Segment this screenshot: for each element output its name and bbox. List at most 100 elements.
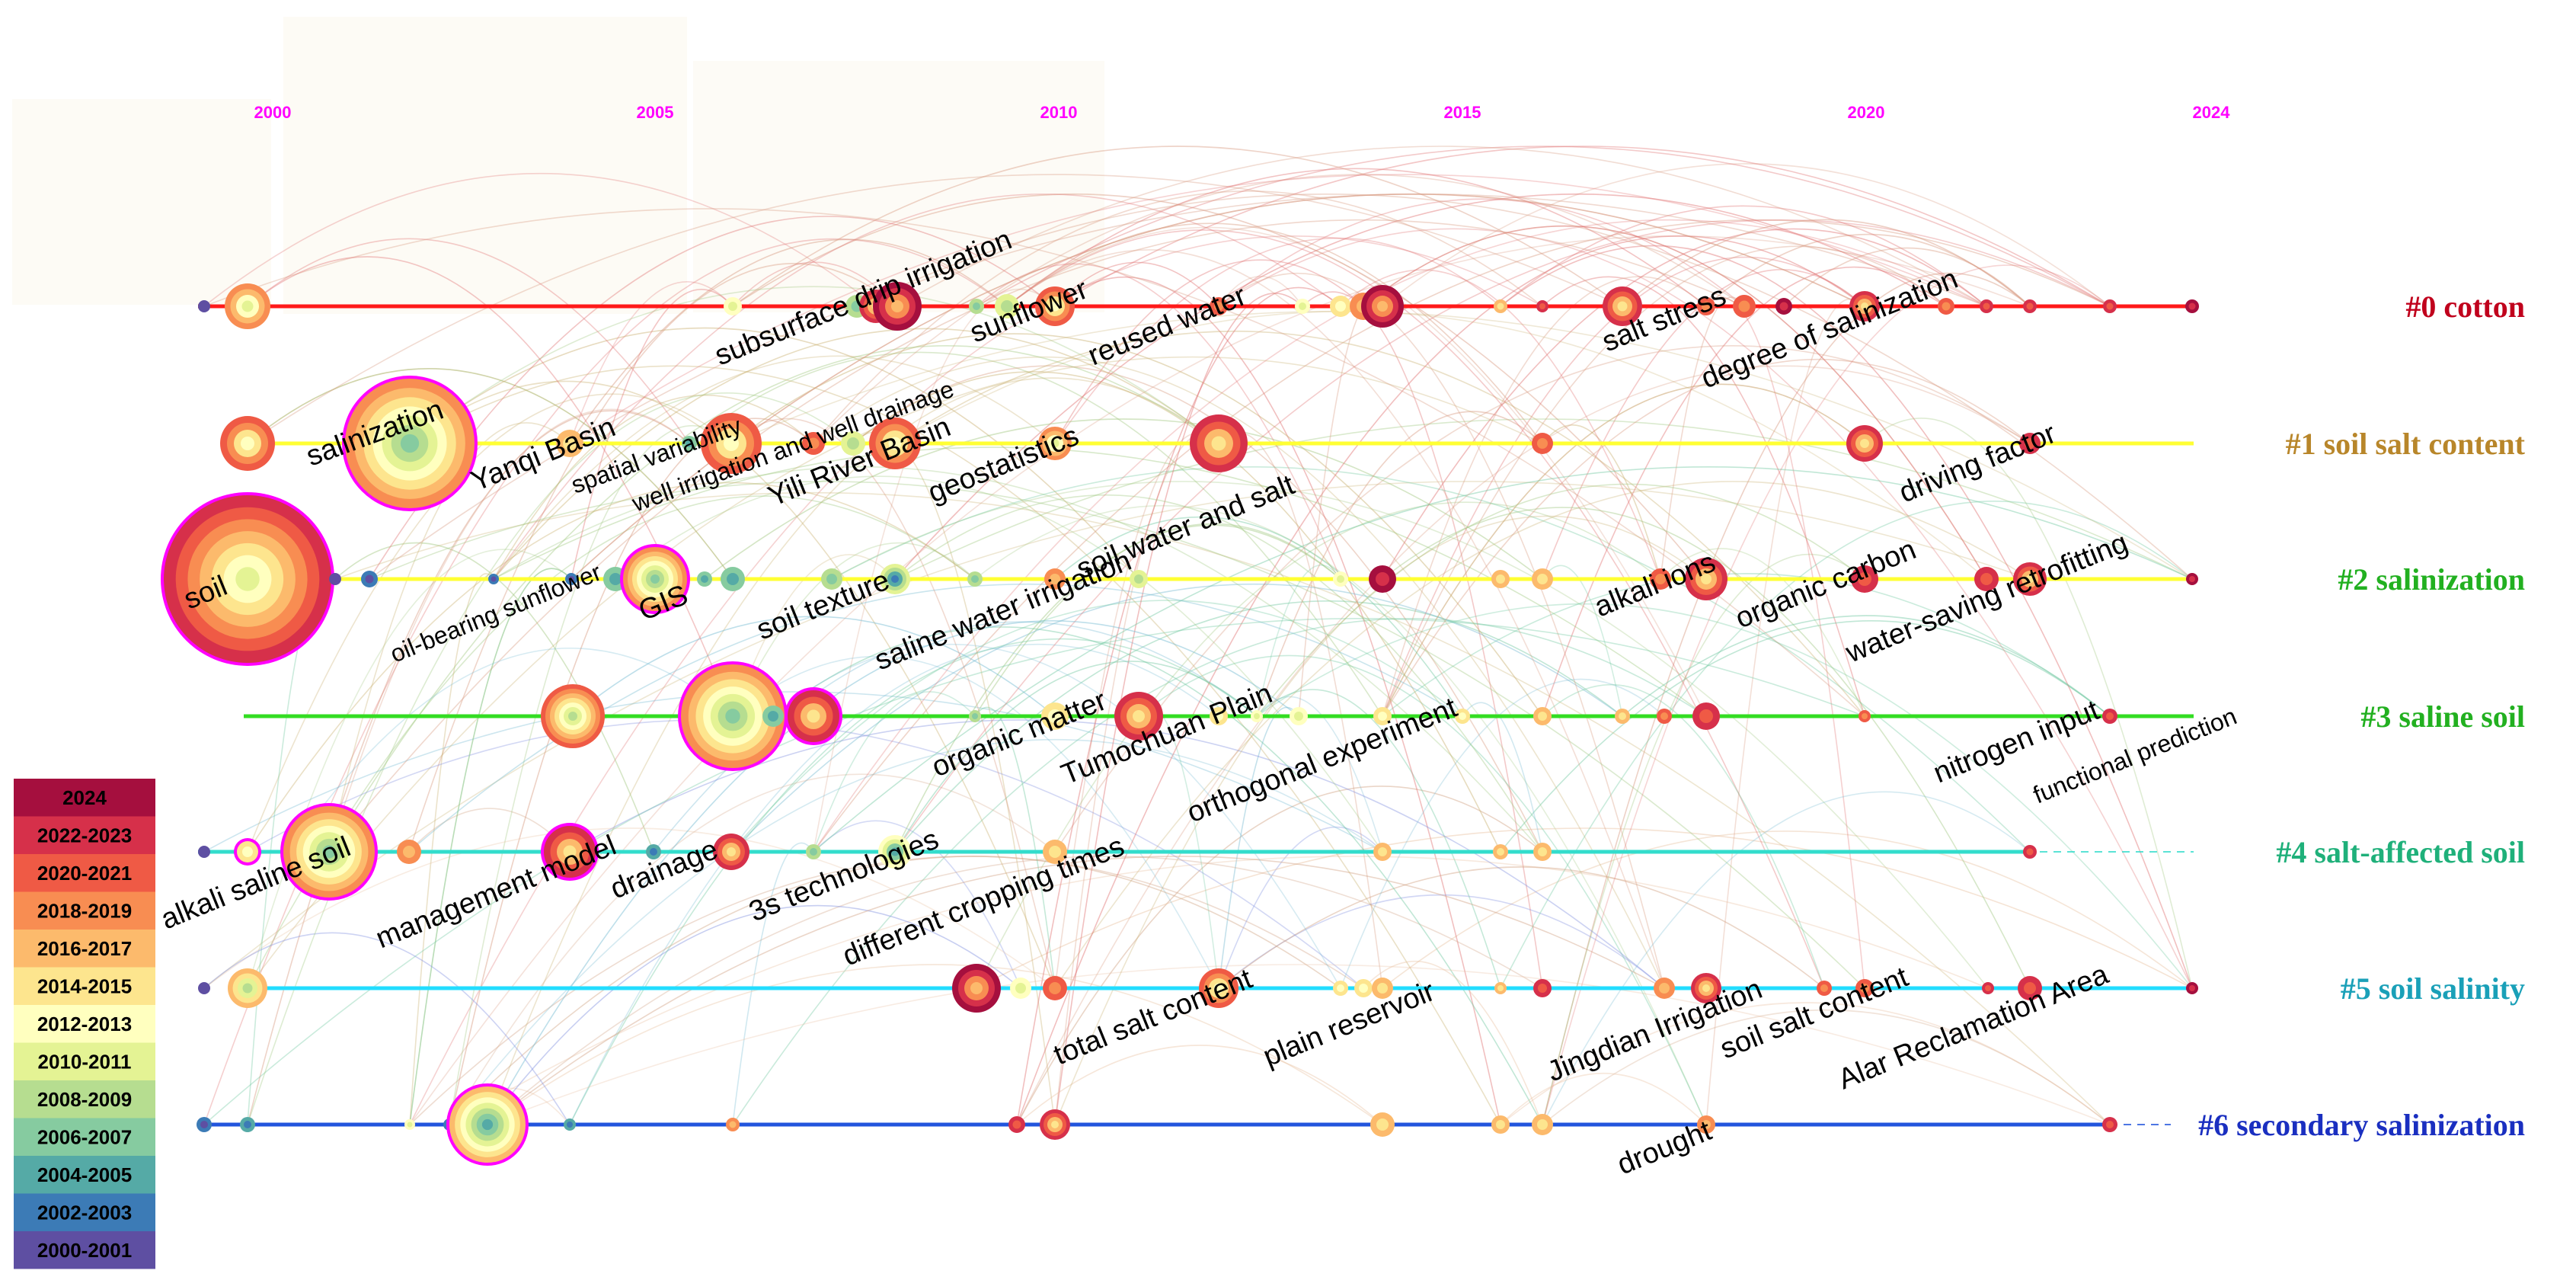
keyword-node[interactable]: [565, 573, 577, 585]
keyword-node[interactable]: [1615, 709, 1630, 724]
keyword-node[interactable]: [1938, 298, 1954, 315]
keyword-node[interactable]: [620, 544, 690, 614]
keyword-node[interactable]: [1040, 1109, 1070, 1140]
keyword-node[interactable]: [1210, 297, 1228, 315]
keyword-node[interactable]: [1855, 979, 1874, 997]
keyword-node[interactable]: [1533, 707, 1552, 725]
keyword-node[interactable]: [1685, 558, 1727, 600]
keyword-node[interactable]: [1043, 976, 1067, 1000]
keyword-node[interactable]: [969, 299, 984, 314]
keyword-node[interactable]: [361, 571, 378, 587]
keyword-node[interactable]: [1190, 414, 1248, 472]
keyword-node[interactable]: [1361, 285, 1404, 328]
keyword-node[interactable]: [198, 982, 210, 994]
keyword-node[interactable]: [806, 844, 821, 859]
keyword-node[interactable]: [1043, 840, 1067, 864]
keyword-node[interactable]: [1494, 299, 1507, 313]
keyword-node[interactable]: [161, 492, 334, 666]
keyword-node[interactable]: [878, 835, 912, 869]
keyword-node[interactable]: [1849, 291, 1880, 322]
keyword-node[interactable]: [1010, 978, 1031, 999]
keyword-node[interactable]: [724, 297, 742, 315]
keyword-node[interactable]: [2023, 845, 2037, 859]
keyword-node[interactable]: [785, 687, 842, 745]
keyword-node[interactable]: [1982, 982, 1994, 994]
keyword-node[interactable]: [1008, 1116, 1025, 1133]
keyword-node[interactable]: [1295, 299, 1310, 314]
keyword-node[interactable]: [697, 571, 712, 587]
keyword-node[interactable]: [234, 838, 261, 866]
keyword-node[interactable]: [1657, 709, 1672, 724]
keyword-node[interactable]: [713, 834, 749, 870]
keyword-node[interactable]: [329, 573, 341, 585]
keyword-node[interactable]: [1536, 300, 1548, 312]
keyword-node[interactable]: [995, 294, 1019, 318]
keyword-node[interactable]: [1851, 565, 1878, 593]
keyword-node[interactable]: [1035, 286, 1075, 326]
keyword-node[interactable]: [397, 840, 421, 864]
keyword-node[interactable]: [280, 803, 378, 901]
keyword-node[interactable]: [1817, 981, 1832, 996]
keyword-node[interactable]: [869, 418, 921, 469]
keyword-node[interactable]: [1199, 968, 1238, 1008]
keyword-node[interactable]: [1775, 298, 1792, 315]
keyword-node[interactable]: [2185, 299, 2199, 313]
keyword-node[interactable]: [1846, 425, 1883, 462]
keyword-node[interactable]: [1373, 707, 1392, 725]
keyword-node[interactable]: [1697, 297, 1715, 315]
keyword-node[interactable]: [873, 282, 922, 331]
keyword-node[interactable]: [2103, 299, 2117, 313]
keyword-node[interactable]: [762, 706, 784, 727]
keyword-node[interactable]: [541, 684, 605, 748]
keyword-node[interactable]: [841, 431, 865, 456]
keyword-node[interactable]: [1130, 570, 1148, 588]
keyword-node[interactable]: [228, 968, 267, 1008]
keyword-node[interactable]: [1733, 295, 1756, 318]
keyword-node[interactable]: [2186, 982, 2198, 994]
keyword-node[interactable]: [1691, 973, 1721, 1003]
keyword-node[interactable]: [1532, 1114, 1553, 1135]
keyword-node[interactable]: [2186, 573, 2198, 585]
keyword-node[interactable]: [726, 1118, 740, 1131]
keyword-node[interactable]: [1654, 978, 1675, 999]
keyword-node[interactable]: [198, 846, 210, 858]
keyword-node[interactable]: [2023, 299, 2037, 313]
keyword-node[interactable]: [1044, 568, 1066, 590]
keyword-node[interactable]: [1533, 979, 1552, 997]
keyword-node[interactable]: [2013, 562, 2047, 596]
keyword-node[interactable]: [967, 571, 983, 587]
keyword-node[interactable]: [646, 844, 661, 859]
keyword-node[interactable]: [1532, 433, 1553, 454]
keyword-node[interactable]: [969, 710, 981, 722]
keyword-node[interactable]: [2102, 1117, 2117, 1132]
keyword-node[interactable]: [1210, 707, 1228, 725]
keyword-node[interactable]: [721, 567, 745, 591]
keyword-node[interactable]: [564, 1118, 576, 1131]
keyword-node[interactable]: [541, 823, 599, 881]
keyword-node[interactable]: [682, 436, 697, 451]
keyword-node[interactable]: [1974, 567, 1999, 591]
keyword-node[interactable]: [1333, 571, 1348, 587]
keyword-node[interactable]: [1533, 843, 1552, 861]
keyword-node[interactable]: [952, 964, 1001, 1013]
keyword-node[interactable]: [880, 564, 910, 594]
keyword-node[interactable]: [821, 568, 842, 590]
keyword-node[interactable]: [220, 416, 275, 471]
keyword-node[interactable]: [1858, 710, 1871, 722]
keyword-node[interactable]: [198, 300, 210, 312]
keyword-node[interactable]: [1354, 979, 1373, 997]
keyword-node[interactable]: [1251, 710, 1263, 722]
keyword-node[interactable]: [1114, 692, 1163, 741]
keyword-node[interactable]: [404, 1119, 415, 1130]
keyword-node[interactable]: [1370, 1112, 1395, 1137]
keyword-node[interactable]: [1041, 702, 1069, 730]
keyword-node[interactable]: [2018, 976, 2042, 1000]
keyword-node[interactable]: [240, 1117, 255, 1132]
keyword-node[interactable]: [1532, 568, 1553, 590]
keyword-node[interactable]: [556, 430, 583, 457]
keyword-node[interactable]: [1494, 982, 1507, 994]
keyword-node[interactable]: [488, 574, 499, 584]
keyword-node[interactable]: [1692, 702, 1720, 730]
keyword-node[interactable]: [1373, 843, 1392, 861]
keyword-node[interactable]: [197, 1117, 212, 1132]
